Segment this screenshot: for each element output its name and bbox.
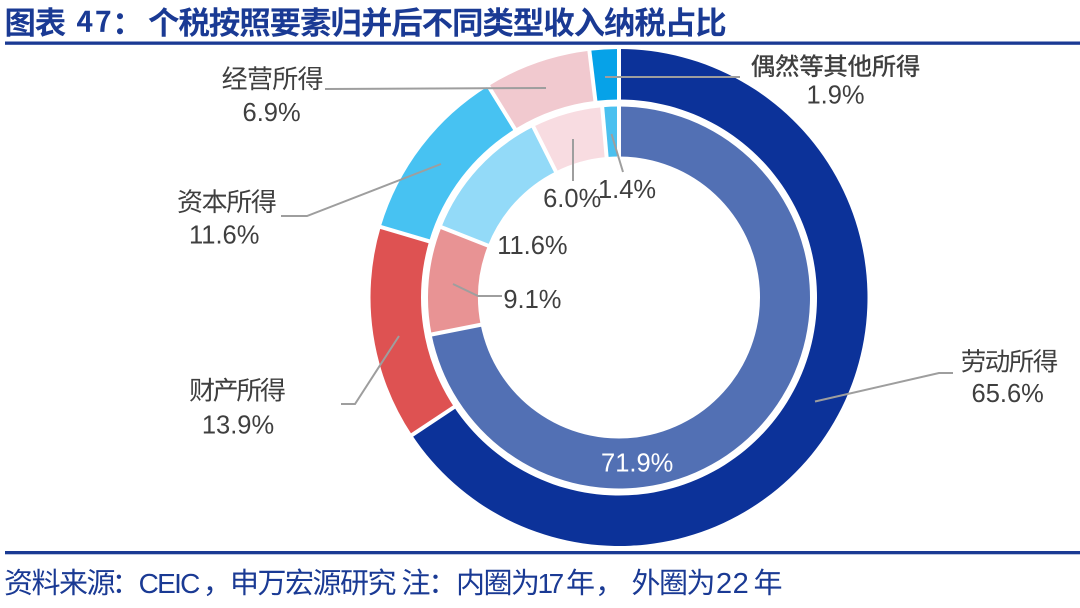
svg-text:11.6%: 11.6% bbox=[497, 232, 567, 260]
svg-text:71.9%: 71.9% bbox=[601, 450, 673, 478]
svg-text:6.9%: 6.9% bbox=[243, 99, 301, 127]
svg-text:11.6%: 11.6% bbox=[189, 222, 259, 250]
svg-text:9.1%: 9.1% bbox=[503, 286, 561, 314]
svg-text:13.9%: 13.9% bbox=[202, 412, 274, 440]
svg-text:6.0%: 6.0% bbox=[543, 185, 601, 213]
svg-text:65.6%: 65.6% bbox=[972, 380, 1044, 408]
svg-text:1.9%: 1.9% bbox=[806, 81, 864, 109]
svg-text:1.4%: 1.4% bbox=[598, 176, 656, 204]
svg-text:22: 22 bbox=[716, 568, 749, 600]
svg-text:CEIC: CEIC bbox=[139, 568, 201, 599]
